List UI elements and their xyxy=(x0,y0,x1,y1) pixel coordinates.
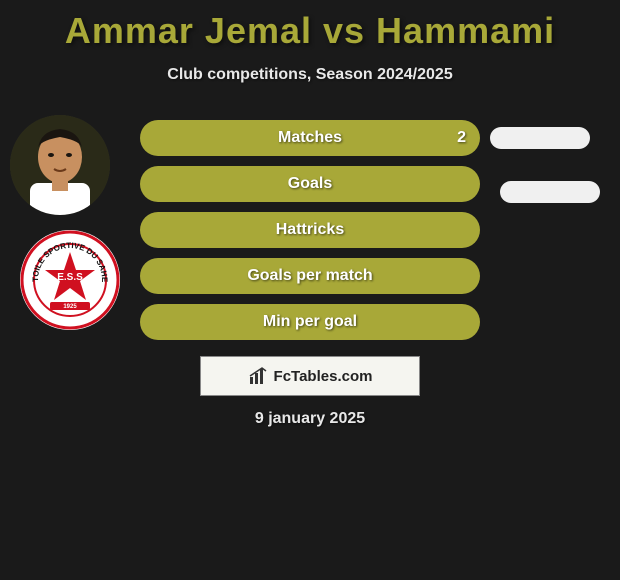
stat-row-hattricks: Hattricks xyxy=(140,212,480,248)
stat-row-goals: Goals xyxy=(140,166,480,202)
club-badge: ETOILE SPORTIVE DU SAHEL E.S.S 1925 xyxy=(20,230,120,330)
stat-row-matches: Matches 2 xyxy=(140,120,480,156)
brand-chart-icon xyxy=(248,366,268,386)
stat-row-min-per-goal: Min per goal xyxy=(140,304,480,340)
stats-bars: Matches 2 Goals Hattricks Goals per matc… xyxy=(140,120,480,350)
stat-label: Goals per match xyxy=(247,267,372,285)
stat-label: Matches xyxy=(278,129,342,147)
svg-text:1925: 1925 xyxy=(63,304,77,310)
stat-label: Goals xyxy=(288,175,332,193)
stat-row-goals-per-match: Goals per match xyxy=(140,258,480,294)
page-subtitle: Club competitions, Season 2024/2025 xyxy=(0,66,620,84)
date-text: 9 january 2025 xyxy=(0,410,620,428)
brand-box: FcTables.com xyxy=(200,356,420,396)
comparison-pill-2 xyxy=(500,181,600,203)
stat-label: Hattricks xyxy=(276,221,344,239)
player-avatar xyxy=(10,115,110,215)
stat-value: 2 xyxy=(457,129,466,147)
stat-label: Min per goal xyxy=(263,313,357,331)
brand-text: FcTables.com xyxy=(274,368,373,385)
page-title: Ammar Jemal vs Hammami xyxy=(0,0,620,52)
svg-text:E.S.S: E.S.S xyxy=(57,272,83,283)
comparison-pill-1 xyxy=(490,127,590,149)
